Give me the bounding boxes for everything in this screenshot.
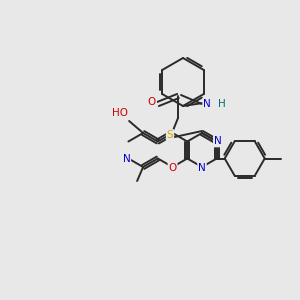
Text: S: S — [167, 130, 173, 140]
Text: N: N — [214, 136, 222, 146]
Text: O: O — [168, 163, 177, 173]
Text: H: H — [218, 99, 226, 109]
Text: N: N — [203, 99, 211, 109]
Text: O: O — [148, 97, 156, 107]
Text: N: N — [122, 154, 130, 164]
Text: N: N — [198, 163, 206, 173]
Text: HO: HO — [112, 108, 128, 118]
